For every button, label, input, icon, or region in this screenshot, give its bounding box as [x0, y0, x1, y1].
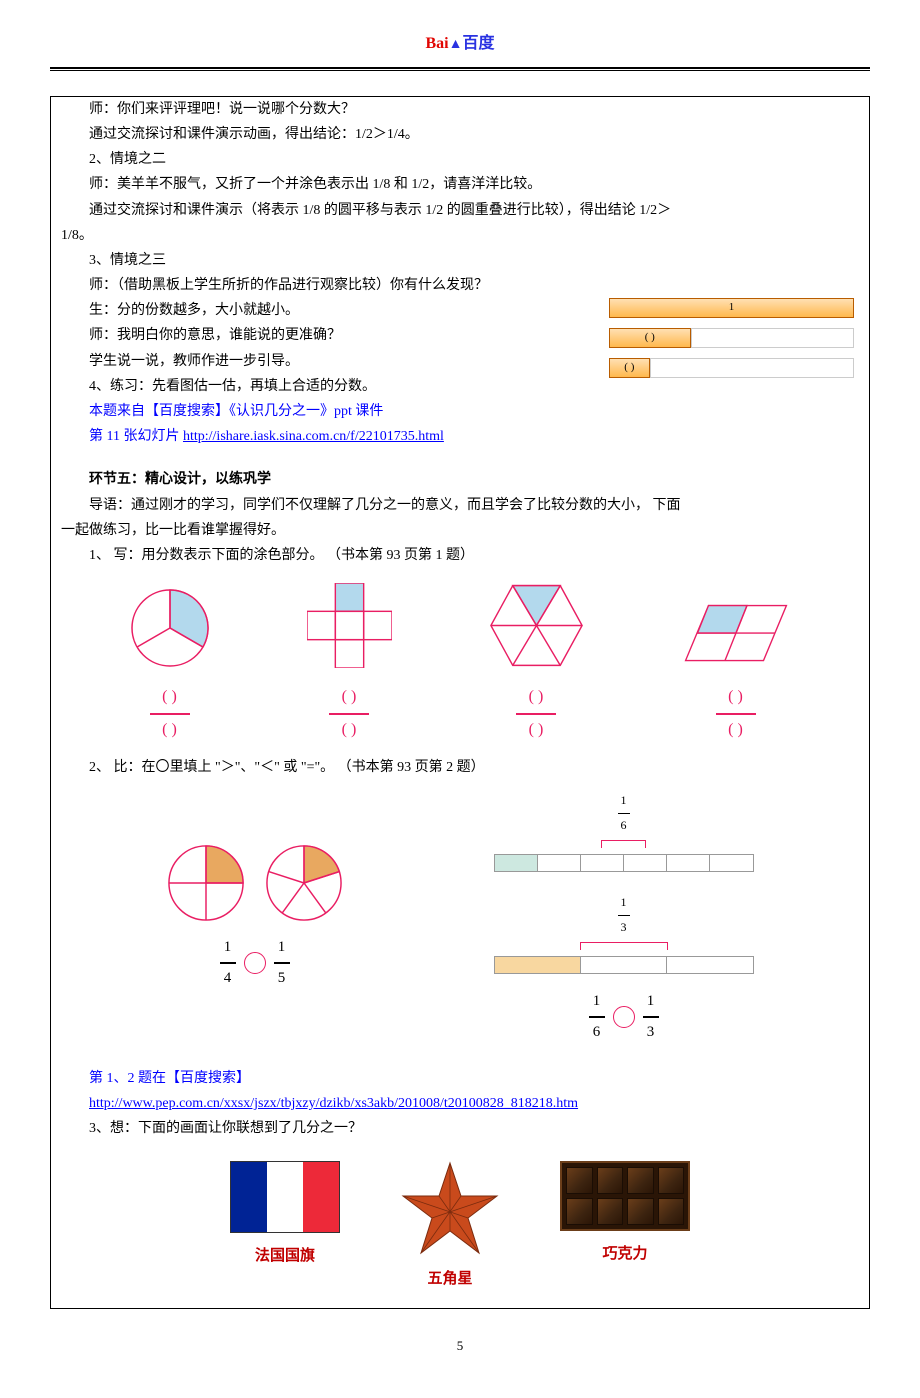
bracket-1-3 [580, 942, 668, 950]
chocolate-icon [560, 1161, 690, 1231]
ex1-rhombus: ( ) ( ) [681, 598, 791, 745]
flag-label: 法国国旗 [255, 1243, 315, 1270]
ex3-flag: 法国国旗 [230, 1161, 340, 1293]
para-conclusion-1: 通过交流探讨和课件演示动画，得出结论：1/2＞1/4。 [51, 122, 869, 147]
para-teacher-2: 师：美羊羊不服气，又折了一个并涂色表示出 1/8 和 1/2，请喜洋洋比较。 [51, 172, 869, 197]
pep-link[interactable]: http://www.pep.com.cn/xxsx/jszx/tbjxzy/d… [89, 1096, 578, 1111]
exercise2-title: 2、 比：在〇里填上 "＞"、"＜" 或 "="。 （书本第 93 页第 2 题… [51, 755, 869, 780]
bar-sixth-filled: ( ) [609, 358, 650, 378]
circle-thirds-icon [130, 588, 210, 668]
exercise3-title: 3、想：下面的画面让你联想到了几分之一？ [51, 1116, 869, 1141]
bar-whole: 1 [609, 298, 854, 318]
ex12-source: 第 1、2 题在【百度搜索】 [51, 1066, 869, 1091]
compare-right: 1 6 1 3 [589, 988, 659, 1046]
exercise1-figures: ( ) ( ) ( ) ( ) [51, 568, 869, 755]
ex3-star: 五角星 [400, 1161, 500, 1293]
frac-label-1-3: 1 3 [618, 892, 630, 938]
header-logo: Bai▲百度 [50, 30, 870, 59]
rhombus-icon [681, 598, 791, 668]
para-intro-c: 一起做练习，比一比看谁掌握得好。 [51, 518, 869, 543]
bar-third-empty [691, 328, 854, 348]
ex12-link-line: http://www.pep.com.cn/xxsx/jszx/tbjxzy/d… [51, 1091, 869, 1116]
circle-fifth-icon [265, 844, 343, 922]
star-icon [400, 1161, 500, 1256]
bracket-1-6 [601, 840, 646, 848]
para-scene2-title: 2、情境之二 [51, 147, 869, 172]
page-number: 5 [50, 1334, 870, 1357]
fraction-blank-1: ( ) ( ) [150, 683, 190, 745]
hexagon-icon [489, 583, 584, 668]
para-conclusion-2b: 1/8。 [51, 223, 869, 248]
bar-fraction-diagram: 1 ( ) ( ) [609, 298, 854, 388]
para-intro-a: 导语：通过刚才的学习，同学们不仅理解了几分之一的意义，而且学会了比较分数的大小，… [51, 493, 869, 518]
fraction-blank-2: ( ) ( ) [329, 683, 369, 745]
frac-1-4: 1 4 [220, 934, 236, 992]
bar-row-third: ( ) [609, 328, 854, 348]
ex3-chocolate: 巧克力 [560, 1161, 690, 1293]
para-teacher-3: 师：（借助黑板上学生所折的作品进行观察比较）你有什么发现？ [51, 273, 869, 298]
bar-row-sixth: ( ) [609, 358, 854, 378]
bar-third-filled: ( ) [609, 328, 691, 348]
france-flag-icon [230, 1161, 340, 1233]
bar-sixth-rest [650, 358, 854, 378]
bar-row-whole: 1 [609, 298, 854, 318]
star-label: 五角星 [427, 1266, 472, 1293]
exercise1-title: 1、 写：用分数表示下面的涂色部分。 （书本第 93 页第 1 题） [51, 543, 869, 568]
ex1-circle: ( ) ( ) [130, 588, 210, 745]
header-divider [50, 67, 870, 71]
para-source: 本题来自【百度搜索】《认识几分之一》ppt 课件 [51, 399, 869, 424]
compare-circle-left[interactable] [244, 952, 266, 974]
ex2-left-group: 1 4 1 5 [167, 844, 343, 992]
ex1-hexagon: ( ) ( ) [489, 583, 584, 745]
strip-sixths [494, 854, 754, 872]
strip-thirds [494, 956, 754, 974]
courseware-link[interactable]: http://ishare.iask.sina.com.cn/f/2210173… [183, 429, 444, 444]
content-box: 师：你们来评评理吧！说一说哪个分数大？ 通过交流探讨和课件演示动画，得出结论：1… [50, 96, 870, 1310]
exercise3-figures: 法国国旗 五角星 巧克力 [51, 1141, 869, 1308]
circle-quarter-icon [167, 844, 245, 922]
frac-1-6: 1 6 [589, 988, 605, 1046]
ex1-cross: ( ) ( ) [307, 583, 392, 745]
fraction-blank-3: ( ) ( ) [516, 683, 556, 745]
frac-1-5: 1 5 [274, 934, 290, 992]
cross-shape-icon [307, 583, 392, 668]
logo-text: Bai▲百度 [426, 35, 495, 52]
para-slide-link: 第 11 张幻灯片 http://ishare.iask.sina.com.cn… [51, 424, 869, 449]
compare-circle-right[interactable] [613, 1006, 635, 1028]
para-conclusion-2a: 通过交流探讨和课件演示（将表示 1/8 的圆平移与表示 1/2 的圆重叠进行比较… [51, 198, 869, 223]
para-scene3-title: 3、情境之三 [51, 248, 869, 273]
para-teacher-1: 师：你们来评评理吧！说一说哪个分数大？ [51, 97, 869, 122]
ex2-right-group: 1 6 1 3 1 [494, 790, 754, 1046]
fraction-blank-4: ( ) ( ) [716, 683, 756, 745]
exercise2-figures: 1 4 1 5 1 6 [51, 780, 869, 1066]
compare-left: 1 4 1 5 [220, 934, 290, 992]
frac-1-3: 1 3 [643, 988, 659, 1046]
frac-label-1-6: 1 6 [618, 790, 630, 836]
choco-label: 巧克力 [602, 1241, 647, 1268]
section5-heading: 环节五：精心设计，以练巩学 [51, 467, 869, 492]
